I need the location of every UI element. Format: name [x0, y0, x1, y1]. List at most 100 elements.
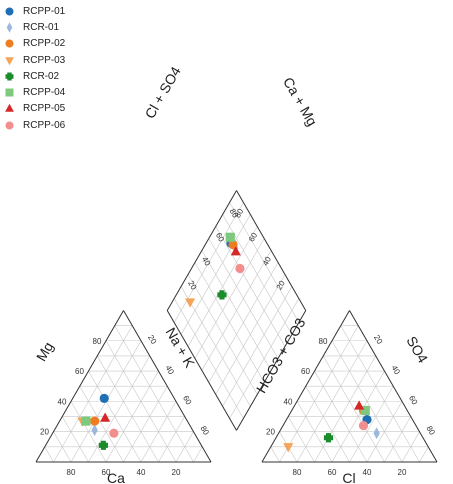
tick-label: 80 [425, 424, 438, 437]
data-point [5, 72, 14, 81]
grid-line [366, 401, 403, 463]
legend-marker [5, 88, 14, 97]
data-point [100, 412, 111, 422]
tick-label: 80 [319, 337, 328, 346]
anion-right-axis-label: SO4 [403, 333, 431, 365]
frame-line [123, 310, 212, 463]
data-point [358, 421, 369, 431]
grid-line [187, 226, 258, 347]
tick-label: 80 [199, 424, 212, 437]
tick-label: 40 [363, 468, 372, 477]
data-point [230, 246, 241, 256]
frame-line [166, 310, 237, 431]
grid-line [349, 386, 394, 463]
data-point [5, 39, 14, 48]
grid-line [229, 202, 300, 323]
tick-label: 40 [137, 468, 146, 477]
frame-line [236, 190, 307, 311]
frame-line [35, 310, 124, 463]
grid-line [419, 446, 429, 463]
tick-label: 20 [398, 468, 407, 477]
grid-line [208, 238, 279, 359]
grid-line [175, 431, 194, 463]
data-point [217, 290, 227, 300]
data-point [90, 416, 100, 426]
legend-item: RCPP-04 [4, 84, 76, 100]
legend-item: RCPP-05 [4, 101, 76, 117]
tick-label: 60 [102, 468, 111, 477]
legend-label: RCPP-05 [23, 103, 66, 115]
legend-marker [5, 39, 14, 48]
legend-marker [5, 56, 14, 65]
grid-line [287, 416, 315, 463]
data-point [235, 263, 245, 274]
grid-line [401, 431, 420, 463]
legend-marker [5, 104, 14, 113]
tick-label: 60 [328, 468, 337, 477]
tick-label: 60 [407, 394, 420, 407]
legend-item: RCPP-01 [4, 3, 76, 19]
legend-item: RCPP-06 [4, 117, 76, 133]
legend: RCPP-01 RCR-01 RCPP-02 RCPP-03 RCR-02 RC… [4, 3, 76, 133]
grid-line [270, 446, 280, 463]
data-point [81, 416, 91, 426]
grid-line [114, 325, 194, 463]
frame-line [349, 310, 438, 463]
legend-marker [6, 22, 13, 33]
tick-label: 80 [67, 468, 76, 477]
grid-line [158, 416, 186, 463]
legend-item: RCPP-02 [4, 36, 76, 52]
data-point [360, 405, 370, 416]
data-point [373, 427, 380, 440]
tick-label: 40 [284, 397, 293, 406]
legend-marker [5, 72, 14, 81]
data-point [323, 433, 334, 443]
grid-line [79, 386, 124, 463]
legend-marker [5, 121, 14, 130]
grid-line [201, 250, 272, 371]
grid-line [70, 401, 107, 463]
legend-label: RCPP-06 [23, 119, 66, 131]
tick-label: 60 [75, 367, 84, 376]
data-point [91, 424, 98, 437]
tick-label: 40 [390, 364, 403, 377]
data-point [228, 239, 238, 250]
grid-line [140, 401, 177, 463]
data-point [99, 393, 109, 403]
grid-line [88, 355, 151, 463]
grid-line [193, 446, 203, 463]
tick-label: 40 [58, 397, 67, 406]
grid-line [296, 401, 333, 463]
grid-line [305, 386, 350, 463]
data-point [5, 56, 14, 65]
anion-bottom-axis-label: Cl [342, 470, 355, 484]
grid-line [215, 226, 286, 347]
grid-line [279, 325, 359, 463]
diamond-upper-right-axis-label: Ca + Mg [280, 74, 321, 128]
grid-line [194, 238, 265, 359]
data-point [109, 428, 119, 438]
grid-line [384, 416, 412, 463]
grid-line [180, 214, 251, 335]
data-point [5, 7, 14, 16]
tick-label: 80 [93, 337, 102, 346]
legend-item: RCPP-03 [4, 52, 76, 68]
data-point [5, 121, 14, 130]
data-point [185, 298, 196, 308]
legend-label: RCR-02 [23, 70, 60, 82]
grid-layer [35, 190, 438, 463]
tick-label: 80 [293, 468, 302, 477]
data-point [5, 88, 14, 97]
grid-line [61, 416, 89, 463]
diamond-upper-left-axis-label: Cl + SO4 [141, 64, 184, 122]
frame-line [261, 310, 350, 463]
tick-label: 60 [181, 394, 194, 407]
tick-label: 20 [372, 333, 385, 346]
cation-right-axis-label: Na + K [163, 325, 199, 371]
grid-line [53, 431, 72, 463]
frame-line [166, 190, 237, 311]
grid-line [44, 446, 54, 463]
legend-marker [5, 7, 14, 16]
data-point [354, 400, 365, 410]
tick-label: 60 [301, 367, 310, 376]
